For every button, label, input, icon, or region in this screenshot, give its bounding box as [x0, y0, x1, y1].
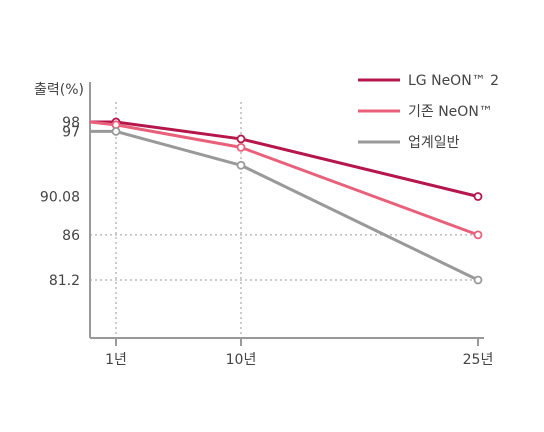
x-tick-label: 10년	[226, 352, 257, 368]
legend: LG NeON™ 2 기존 NeON™ 업계일반	[358, 73, 499, 151]
legend-label: LG NeON™ 2	[408, 73, 499, 89]
y-tick-label: 97	[62, 124, 80, 140]
legend-label: 업계일반	[408, 135, 460, 151]
series-line	[90, 129, 479, 282]
x-tick-label: 1년	[105, 352, 127, 368]
legend-label: 기존 NeON™	[408, 104, 493, 120]
data-point-marker	[111, 127, 121, 136]
series-lines	[89, 117, 483, 285]
y-axis-title: 출력(%)	[34, 82, 84, 98]
data-point-marker	[236, 134, 246, 144]
x-tick-labels: 1년 10년 25년	[105, 352, 493, 368]
y-tick-label: 98	[62, 115, 80, 131]
data-point-marker	[236, 142, 246, 152]
y-tick-label: 86	[62, 228, 80, 244]
reference-gridlines	[90, 102, 478, 338]
series-line	[89, 120, 479, 237]
y-tick-label: 81.2	[49, 273, 80, 289]
data-point-marker	[473, 275, 483, 285]
data-point-marker	[236, 160, 246, 170]
x-tick-label: 25년	[463, 352, 494, 368]
data-point-marker	[473, 230, 483, 240]
y-tick-label: 90.08	[40, 189, 80, 205]
axes	[89, 82, 484, 346]
data-point-marker	[473, 192, 483, 201]
